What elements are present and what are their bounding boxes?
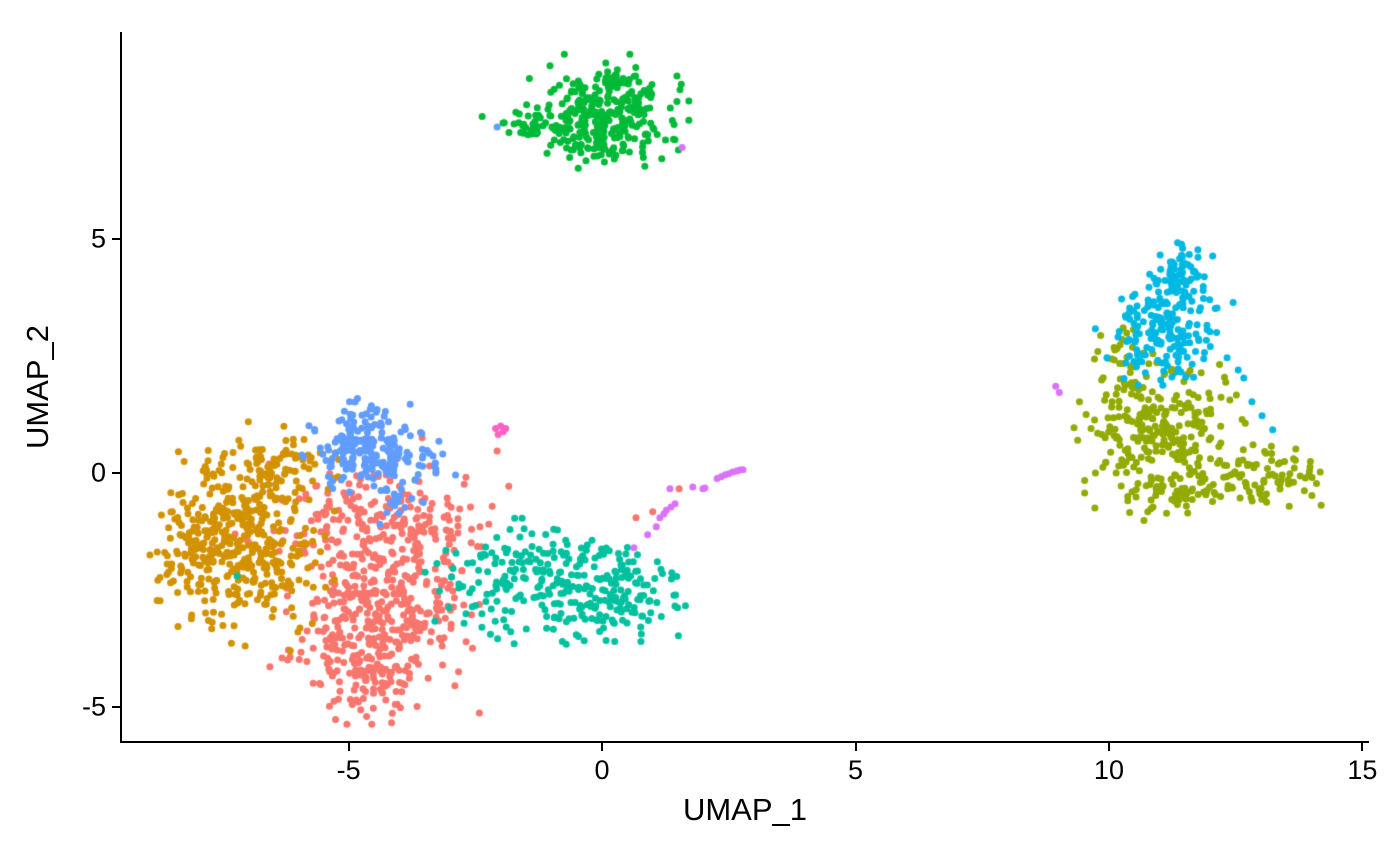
x-axis-title: UMAP_1 [682, 792, 808, 827]
y-tick-mark [112, 705, 120, 708]
x-tick-mark [347, 743, 350, 751]
x-tick-label: 0 [594, 755, 610, 785]
x-tick-mark [1107, 743, 1110, 751]
x-tick-label: 10 [1093, 755, 1124, 785]
y-axis-title: UMAP_2 [20, 324, 55, 450]
y-tick-mark [112, 237, 120, 240]
x-tick-label: 15 [1347, 755, 1378, 785]
x-tick-mark [854, 743, 857, 751]
x-tick-mark [1361, 743, 1364, 751]
y-tick-label: -5 [81, 691, 106, 722]
y-tick-label: 0 [90, 457, 106, 488]
y-tick-mark [112, 471, 120, 474]
y-tick-label: 5 [90, 223, 106, 254]
x-tick-mark [601, 743, 604, 751]
x-tick-label: 5 [847, 755, 864, 785]
x-tick-label: -5 [336, 755, 361, 785]
